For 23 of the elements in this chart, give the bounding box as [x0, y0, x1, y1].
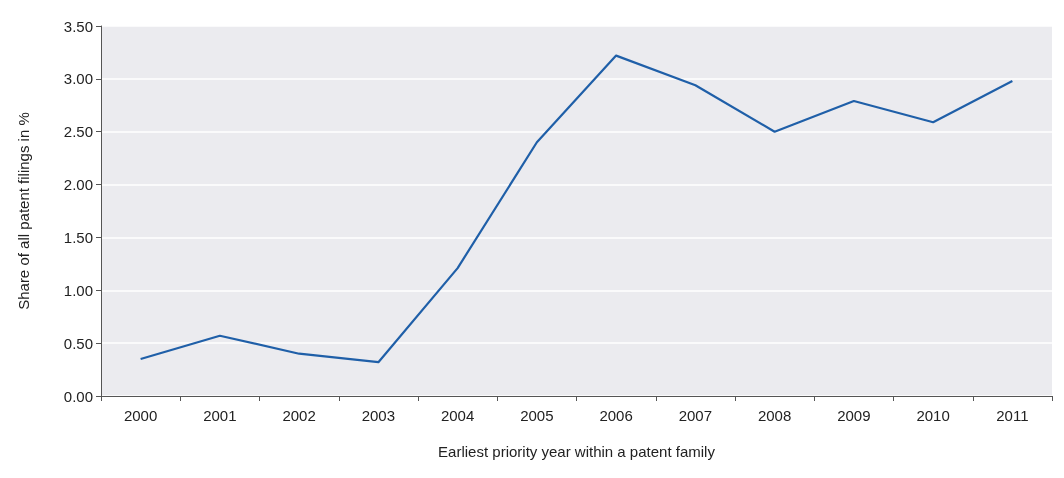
- y-tick-label: 0.00: [63, 387, 93, 405]
- y-tick-label: 0.50: [63, 334, 93, 352]
- y-tick-label: 3.50: [63, 17, 93, 35]
- x-tick-label: 2000: [123, 407, 158, 424]
- y-axis-title: Share of all patent filings in %: [15, 112, 32, 310]
- line-series: [139, 54, 1014, 364]
- x-tick-label: 2010: [916, 407, 950, 424]
- y-tick-label: 1.00: [63, 281, 93, 299]
- y-tick-label: 2.50: [63, 123, 93, 141]
- x-tick-label: 2011: [996, 407, 1029, 424]
- x-tick-label: 2004: [440, 407, 475, 424]
- x-tick-label: 2006: [599, 407, 633, 424]
- x-axis-title: Earliest priority year within a patent family: [438, 443, 716, 460]
- x-tick-label: 2005: [520, 407, 554, 424]
- y-tick-label: 3.00: [63, 70, 93, 88]
- x-tick-label: 2009: [837, 407, 871, 424]
- y-tick-label: 2.00: [63, 176, 93, 194]
- x-tick-label: 2001: [203, 407, 237, 424]
- y-tick-label: 1.50: [63, 228, 93, 246]
- x-tick-label: 2008: [757, 407, 792, 424]
- x-tick-label: 2002: [282, 407, 316, 424]
- x-tick-label: 2003: [361, 407, 396, 424]
- x-tick-label: 2007: [678, 407, 713, 424]
